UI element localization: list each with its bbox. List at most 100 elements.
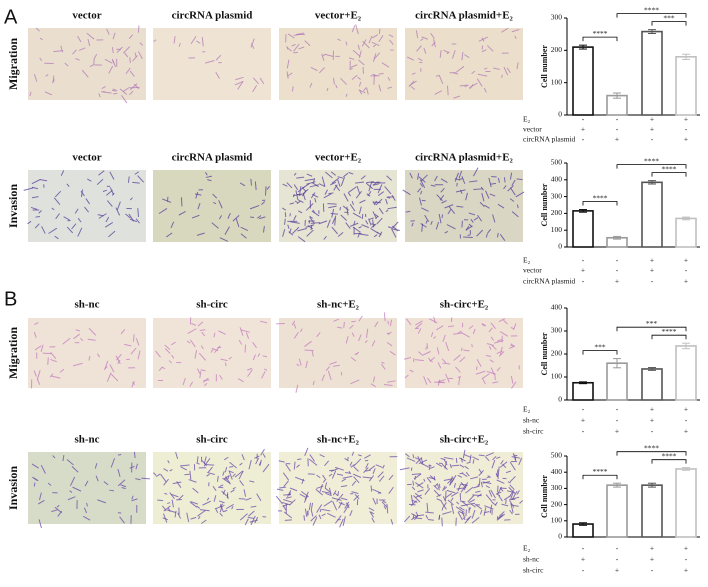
cell	[316, 332, 321, 338]
significance-bracket	[651, 172, 687, 177]
cell	[141, 477, 150, 480]
cell	[232, 215, 240, 222]
cell	[106, 28, 110, 35]
cell	[36, 370, 41, 380]
cell	[385, 198, 388, 205]
micrograph	[405, 27, 523, 100]
cell	[278, 460, 285, 463]
cell	[312, 209, 316, 213]
cell	[477, 214, 483, 222]
cell	[194, 349, 198, 359]
cell	[137, 25, 140, 33]
cell	[472, 328, 476, 335]
cell	[300, 490, 309, 498]
cell	[484, 505, 494, 510]
panel-label: B	[4, 288, 17, 310]
condition-name: vector	[523, 266, 542, 275]
cell	[388, 486, 394, 495]
condition-mark: -	[685, 266, 688, 275]
cell	[333, 318, 339, 322]
cell	[350, 64, 358, 68]
y-tick-label: 0	[558, 395, 562, 404]
cell	[88, 327, 97, 336]
cell	[85, 198, 90, 205]
cell	[353, 473, 362, 478]
bar	[641, 368, 663, 401]
cell	[62, 454, 65, 462]
cell	[461, 472, 468, 477]
cell	[427, 519, 435, 521]
cell	[189, 470, 192, 480]
cell	[503, 319, 508, 325]
cell	[201, 331, 206, 337]
cell	[436, 484, 440, 491]
image-title: circRNA plasmid	[172, 152, 253, 164]
cell	[135, 463, 138, 470]
cell	[34, 345, 42, 351]
cell	[345, 502, 350, 509]
cell	[420, 174, 428, 182]
cell	[323, 235, 327, 240]
cell	[332, 501, 338, 511]
significance-bracket	[582, 201, 618, 206]
cell	[405, 210, 411, 213]
cell	[366, 87, 369, 95]
cell	[391, 228, 397, 238]
cell	[135, 338, 140, 346]
cell	[304, 508, 308, 518]
error-bar	[648, 180, 656, 185]
cell	[134, 171, 139, 175]
cell	[93, 53, 98, 60]
cell	[457, 511, 463, 521]
micrograph-bg	[28, 28, 146, 100]
cell	[127, 176, 130, 183]
cell	[420, 457, 424, 465]
cell	[402, 189, 411, 196]
cell	[31, 463, 39, 469]
cell	[420, 222, 427, 228]
cell	[330, 171, 337, 176]
cell	[482, 378, 486, 385]
image-title: circRNA plasmid	[172, 10, 253, 22]
cell	[364, 340, 368, 344]
cell	[121, 487, 126, 490]
image-title: sh-circ	[196, 299, 228, 311]
cell	[314, 197, 317, 203]
cell	[372, 73, 377, 77]
cell	[491, 175, 497, 178]
cell	[423, 47, 427, 54]
cell	[390, 518, 394, 525]
cell	[477, 483, 480, 487]
cell	[488, 345, 492, 350]
cell	[498, 318, 506, 323]
cell	[449, 463, 452, 469]
cell	[442, 334, 446, 343]
cell	[495, 473, 498, 478]
cell	[492, 456, 497, 461]
y-tick-label: 300	[551, 13, 563, 22]
cell	[290, 221, 300, 224]
condition-mark: -	[616, 115, 619, 124]
cell	[483, 67, 488, 70]
row-label: Migration	[6, 38, 20, 90]
cell	[324, 482, 328, 489]
cell	[204, 382, 208, 387]
cell	[459, 506, 465, 511]
cell	[167, 507, 171, 512]
cell	[34, 223, 40, 229]
cell	[417, 489, 424, 493]
cell	[470, 218, 474, 223]
condition-name: circRNA plasmid	[523, 135, 576, 144]
micrograph	[153, 448, 271, 526]
cell	[455, 189, 466, 193]
condition-mark: +	[650, 416, 654, 425]
cell	[348, 57, 355, 60]
cell	[415, 494, 422, 498]
cell	[33, 74, 38, 82]
cell	[310, 222, 321, 224]
cell	[359, 233, 369, 236]
cell	[442, 485, 446, 492]
cell	[286, 72, 293, 77]
micrograph	[23, 170, 146, 242]
y-tick-label: 300	[551, 191, 563, 200]
